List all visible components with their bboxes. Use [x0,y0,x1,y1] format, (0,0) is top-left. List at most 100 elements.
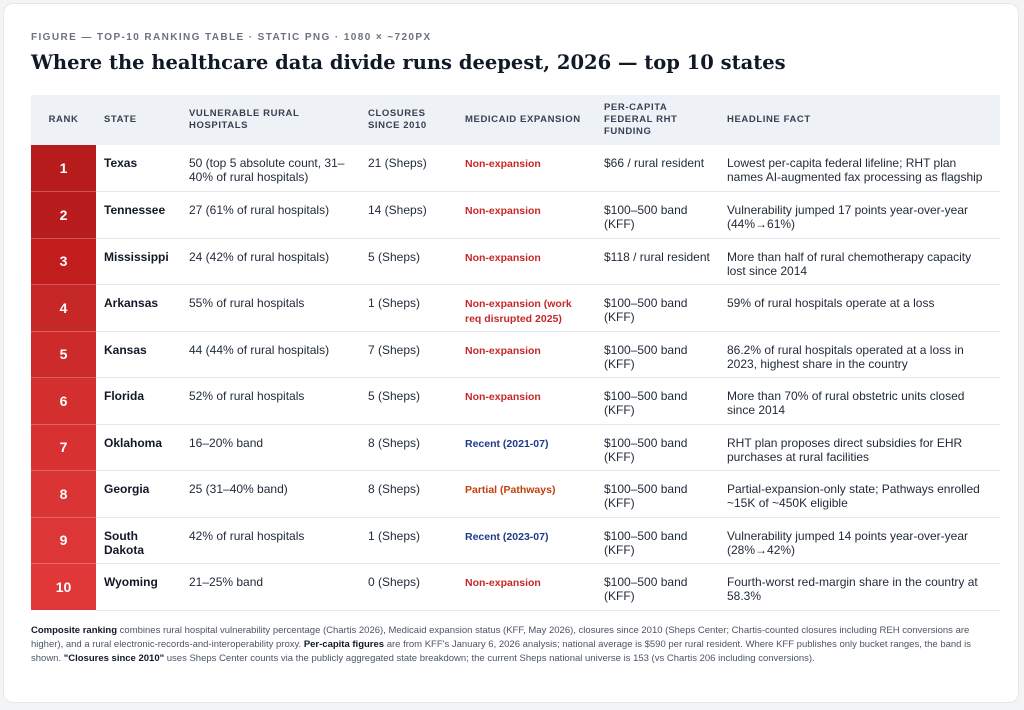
column-header-rank: RANK [31,95,96,145]
medicaid-status-label: Partial (Pathways) [465,484,556,496]
closures-cell: 1 (Sheps) [360,284,457,332]
footnote-text-3: uses Sheps Center counts via the publicl… [164,653,815,664]
table-header-row: RANK STATE VULNERABLE RURAL HOSPITALS CL… [31,95,1000,145]
medicaid-cell: Non-expansion [457,377,596,425]
vulnerable-cell: 25 (31–40% band) [181,470,360,518]
vulnerable-cell: 21–25% band [181,563,360,611]
medicaid-status-label: Non-expansion [465,577,541,589]
state-cell: Kansas [96,331,181,378]
closures-cell: 5 (Sheps) [360,377,457,425]
vulnerable-cell: 27 (61% of rural hospitals) [181,191,360,239]
column-header-state: STATE [96,95,181,145]
funding-cell: $100–500 band (KFF) [596,331,719,378]
state-cell: Georgia [96,470,181,518]
closures-cell: 7 (Sheps) [360,331,457,378]
closures-cell: 8 (Sheps) [360,470,457,518]
medicaid-status-label: Recent (2021-07) [465,437,549,450]
medicaid-cell: Recent (2023-07) [457,517,596,564]
medicaid-status-label: Non-expansion [465,344,541,357]
fact-cell: More than 70% of rural obstetric units c… [719,377,1000,425]
funding-cell: $100–500 band (KFF) [596,470,719,518]
rank-cell: 10 [31,563,96,611]
table-row: 2 Tennessee 27 (61% of rural hospitals) 14 … [31,191,1000,239]
funding-cell: $100–500 band (KFF) [596,424,719,471]
rank-cell: 4 [31,284,96,332]
footnote-text-1: combines rural hospital vulnerability pe… [31,625,970,650]
medicaid-cell: Non-expansion (work req disrupted 2025) [457,284,596,332]
rank-cell: 6 [31,377,96,425]
state-cell: Mississippi [96,238,181,285]
vulnerable-cell: 24 (42% of rural hospitals) [181,238,360,285]
column-header-closures: CLOSURES SINCE 2010 [360,95,457,145]
closures-cell: 14 (Sheps) [360,191,457,239]
state-cell: Tennessee [96,191,181,239]
rank-cell: 7 [31,424,96,471]
fact-cell: 86.2% of rural hospitals operated at a l… [719,331,1000,378]
column-header-medicaid: MEDICAID EXPANSION [457,95,596,145]
funding-cell: $100–500 band (KFF) [596,284,719,332]
funding-cell: $100–500 band (KFF) [596,563,719,611]
rank-cell: 1 [31,145,96,192]
table-row: 5 Kansas 44 (44% of rural hospitals) 7 (She… [31,331,1000,378]
column-header-fact: HEADLINE FACT [719,95,1000,145]
medicaid-cell: Recent (2021-07) [457,424,596,471]
fact-cell: Fourth-worst red-margin share in the cou… [719,563,1000,611]
medicaid-cell: Non-expansion [457,238,596,285]
state-cell: Arkansas [96,284,181,332]
figure-kicker: FIGURE — TOP-10 RANKING TABLE · STATIC P… [31,32,432,43]
medicaid-status-label: Non-expansion [465,158,541,170]
footnote-bold-1: Composite ranking [31,625,118,636]
fact-cell: 59% of rural hospitals operate at a loss [719,284,1000,332]
table-row: 1 Texas 50 (top 5 absolute count, 31–40% o… [31,145,1000,192]
column-header-vulnerable: VULNERABLE RURAL HOSPITALS [181,95,360,145]
closures-cell: 1 (Sheps) [360,517,457,564]
medicaid-status-label: Non-expansion [465,205,541,217]
funding-cell: $100–500 band (KFF) [596,517,719,564]
funding-cell: $118 / rural resident [596,238,719,285]
medicaid-cell: Partial (Pathways) [457,470,596,518]
table-row: 9 South Dakota 42% of rural hospitals 1 (Sh… [31,517,1000,564]
table-row: 7 Oklahoma 16–20% band 8 (Sheps) Recent (202… [31,424,1000,471]
closures-cell: 5 (Sheps) [360,238,457,285]
closures-cell: 8 (Sheps) [360,424,457,471]
table-row: 3 Mississippi 24 (42% of rural hospitals) 5… [31,238,1000,285]
fact-cell: Lowest per-capita federal lifeline; RHT … [719,145,1000,192]
funding-cell: $100–500 band (KFF) [596,191,719,239]
table-row: 6 Florida 52% of rural hospitals 5 (Sheps) N… [31,377,1000,425]
vulnerable-cell: 16–20% band [181,424,360,471]
figure-title: Where the healthcare data divide runs de… [31,51,786,74]
rank-cell: 9 [31,517,96,564]
figure-card: FIGURE — TOP-10 RANKING TABLE · STATIC P… [3,3,1019,703]
fact-cell: More than half of rural chemotherapy cap… [719,238,1000,285]
medicaid-status-label: Non-expansion [465,251,541,264]
ranking-table: RANK STATE VULNERABLE RURAL HOSPITALS CL… [31,95,1000,611]
medicaid-cell: Non-expansion [457,191,596,239]
medicaid-status-label: Non-expansion [465,391,541,403]
medicaid-cell: Non-expansion [457,145,596,192]
table-body: 1 Texas 50 (top 5 absolute count, 31–40% o… [31,145,1000,611]
state-cell: South Dakota [96,517,181,564]
footnote-text-2: are from KFF's January 6, 2026 analysis;… [31,639,971,664]
table-row: 10 Wyoming 21–25% band 0 (Sheps) Non-expansi… [31,563,1000,611]
footnote: Composite ranking combines rural hospita… [31,624,999,666]
medicaid-status-label: Non-expansion (work req disrupted 2025) [465,298,572,325]
vulnerable-cell: 52% of rural hospitals [181,377,360,425]
medicaid-status-label: Recent (2023-07) [465,530,549,543]
footnote-bold-2: Per-capita figures [303,639,385,650]
footnote-bold-3: "Closures since 2010" [63,653,165,664]
fact-cell: Partial-expansion-only state; Pathways e… [719,470,1000,518]
table-row: 4 Arkansas 55% of rural hospitals 1 (Sheps)… [31,284,1000,332]
fact-cell: Vulnerability jumped 17 points year-over… [719,191,1000,239]
rank-cell: 5 [31,331,96,378]
funding-cell: $100–500 band (KFF) [596,377,719,425]
vulnerable-cell: 42% of rural hospitals [181,517,360,564]
medicaid-cell: Non-expansion [457,331,596,378]
fact-cell: RHT plan proposes direct subsidies for E… [719,424,1000,471]
funding-cell: $66 / rural resident [596,145,719,192]
rank-cell: 3 [31,238,96,285]
fact-cell: Vulnerability jumped 14 points year-over… [719,517,1000,564]
vulnerable-cell: 55% of rural hospitals [181,284,360,332]
vulnerable-cell: 44 (44% of rural hospitals) [181,331,360,378]
column-header-funding: PER-CAPITA FEDERAL RHT FUNDING [596,95,719,145]
closures-cell: 0 (Sheps) [360,563,457,611]
